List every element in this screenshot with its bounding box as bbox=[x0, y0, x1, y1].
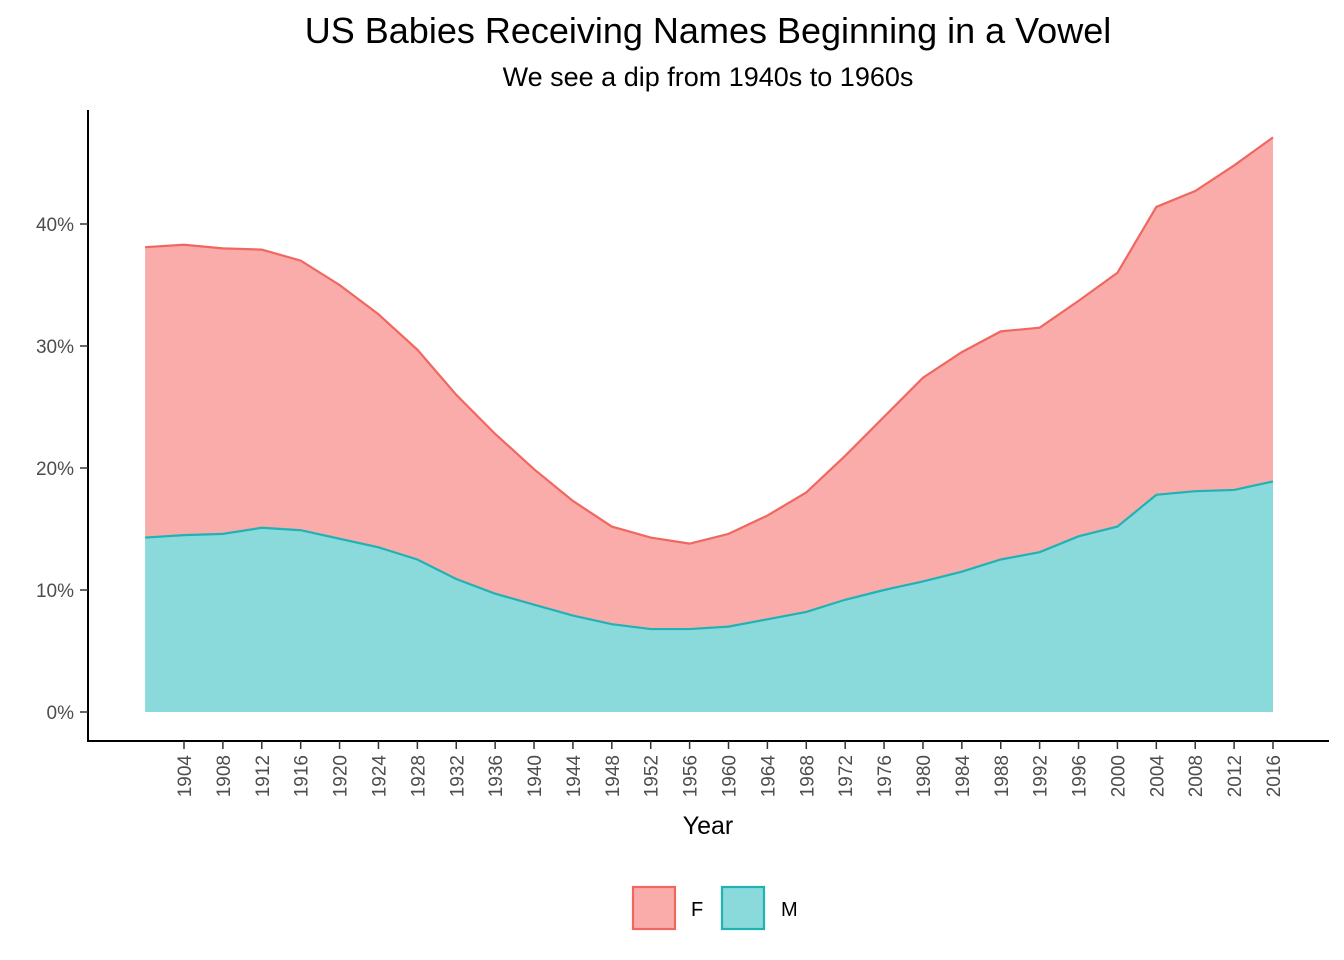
x-tick-label: 1968 bbox=[797, 755, 818, 797]
x-tick-label: 1916 bbox=[292, 755, 313, 797]
legend-label-F: F bbox=[691, 899, 703, 921]
y-axis-ticks: 0% 10% 20% 30% 40% bbox=[36, 215, 88, 724]
legend-key-F bbox=[631, 885, 677, 931]
x-tick-label: 1980 bbox=[914, 755, 935, 797]
y-tick-label: 40% bbox=[36, 215, 74, 236]
x-tick-label: 1904 bbox=[175, 755, 196, 798]
area-M bbox=[145, 481, 1274, 712]
x-tick-label: 1920 bbox=[331, 755, 352, 797]
x-tick-label: 1940 bbox=[525, 755, 546, 797]
x-tick-label: 1932 bbox=[447, 755, 468, 797]
line-M bbox=[145, 480, 1274, 631]
line-F bbox=[145, 136, 1274, 545]
x-axis-ticks: 1904 1908 1912 1916 1920 1924 1928 1932 1936 1940… bbox=[175, 741, 1285, 797]
x-tick-label: 1996 bbox=[1070, 755, 1091, 797]
x-tick-label: 1908 bbox=[214, 755, 235, 797]
y-tick-label: 30% bbox=[36, 337, 74, 358]
x-axis-title: Year bbox=[683, 812, 734, 840]
x-tick-label: 1976 bbox=[875, 755, 896, 797]
x-tick-label: 1912 bbox=[253, 755, 274, 797]
x-tick-label: 1924 bbox=[369, 755, 390, 798]
x-tick-label: 1964 bbox=[758, 755, 779, 798]
x-tick-label: 2000 bbox=[1108, 755, 1129, 797]
x-tick-label: 1956 bbox=[681, 755, 702, 797]
y-tick-label: 20% bbox=[36, 459, 74, 480]
x-tick-label: 1972 bbox=[836, 755, 857, 797]
x-tick-label: 1952 bbox=[642, 755, 663, 797]
x-tick-label: 1944 bbox=[564, 755, 585, 798]
x-tick-label: 2004 bbox=[1147, 755, 1168, 798]
y-tick-label: 0% bbox=[47, 703, 75, 724]
x-tick-label: 1992 bbox=[1031, 755, 1052, 797]
x-tick-label: 1936 bbox=[486, 755, 507, 797]
area-F bbox=[145, 137, 1274, 630]
chart-title: US Babies Receiving Names Beginning in a… bbox=[304, 10, 1112, 51]
x-tick-label: 2008 bbox=[1186, 755, 1207, 797]
chart-subtitle: We see a dip from 1940s to 1960s bbox=[502, 62, 914, 92]
areas-layer bbox=[145, 136, 1274, 712]
x-tick-label: 1948 bbox=[603, 755, 624, 797]
x-tick-label: 1928 bbox=[408, 755, 429, 797]
x-tick-label: 2012 bbox=[1225, 755, 1246, 797]
x-tick-label: 1960 bbox=[720, 755, 741, 797]
x-tick-label: 1984 bbox=[953, 755, 974, 798]
legend-label-M: M bbox=[781, 899, 798, 921]
y-tick-label: 10% bbox=[36, 581, 74, 602]
x-tick-label: 2016 bbox=[1264, 755, 1285, 797]
legend-key-M bbox=[720, 885, 766, 931]
x-tick-label: 1988 bbox=[992, 755, 1013, 797]
